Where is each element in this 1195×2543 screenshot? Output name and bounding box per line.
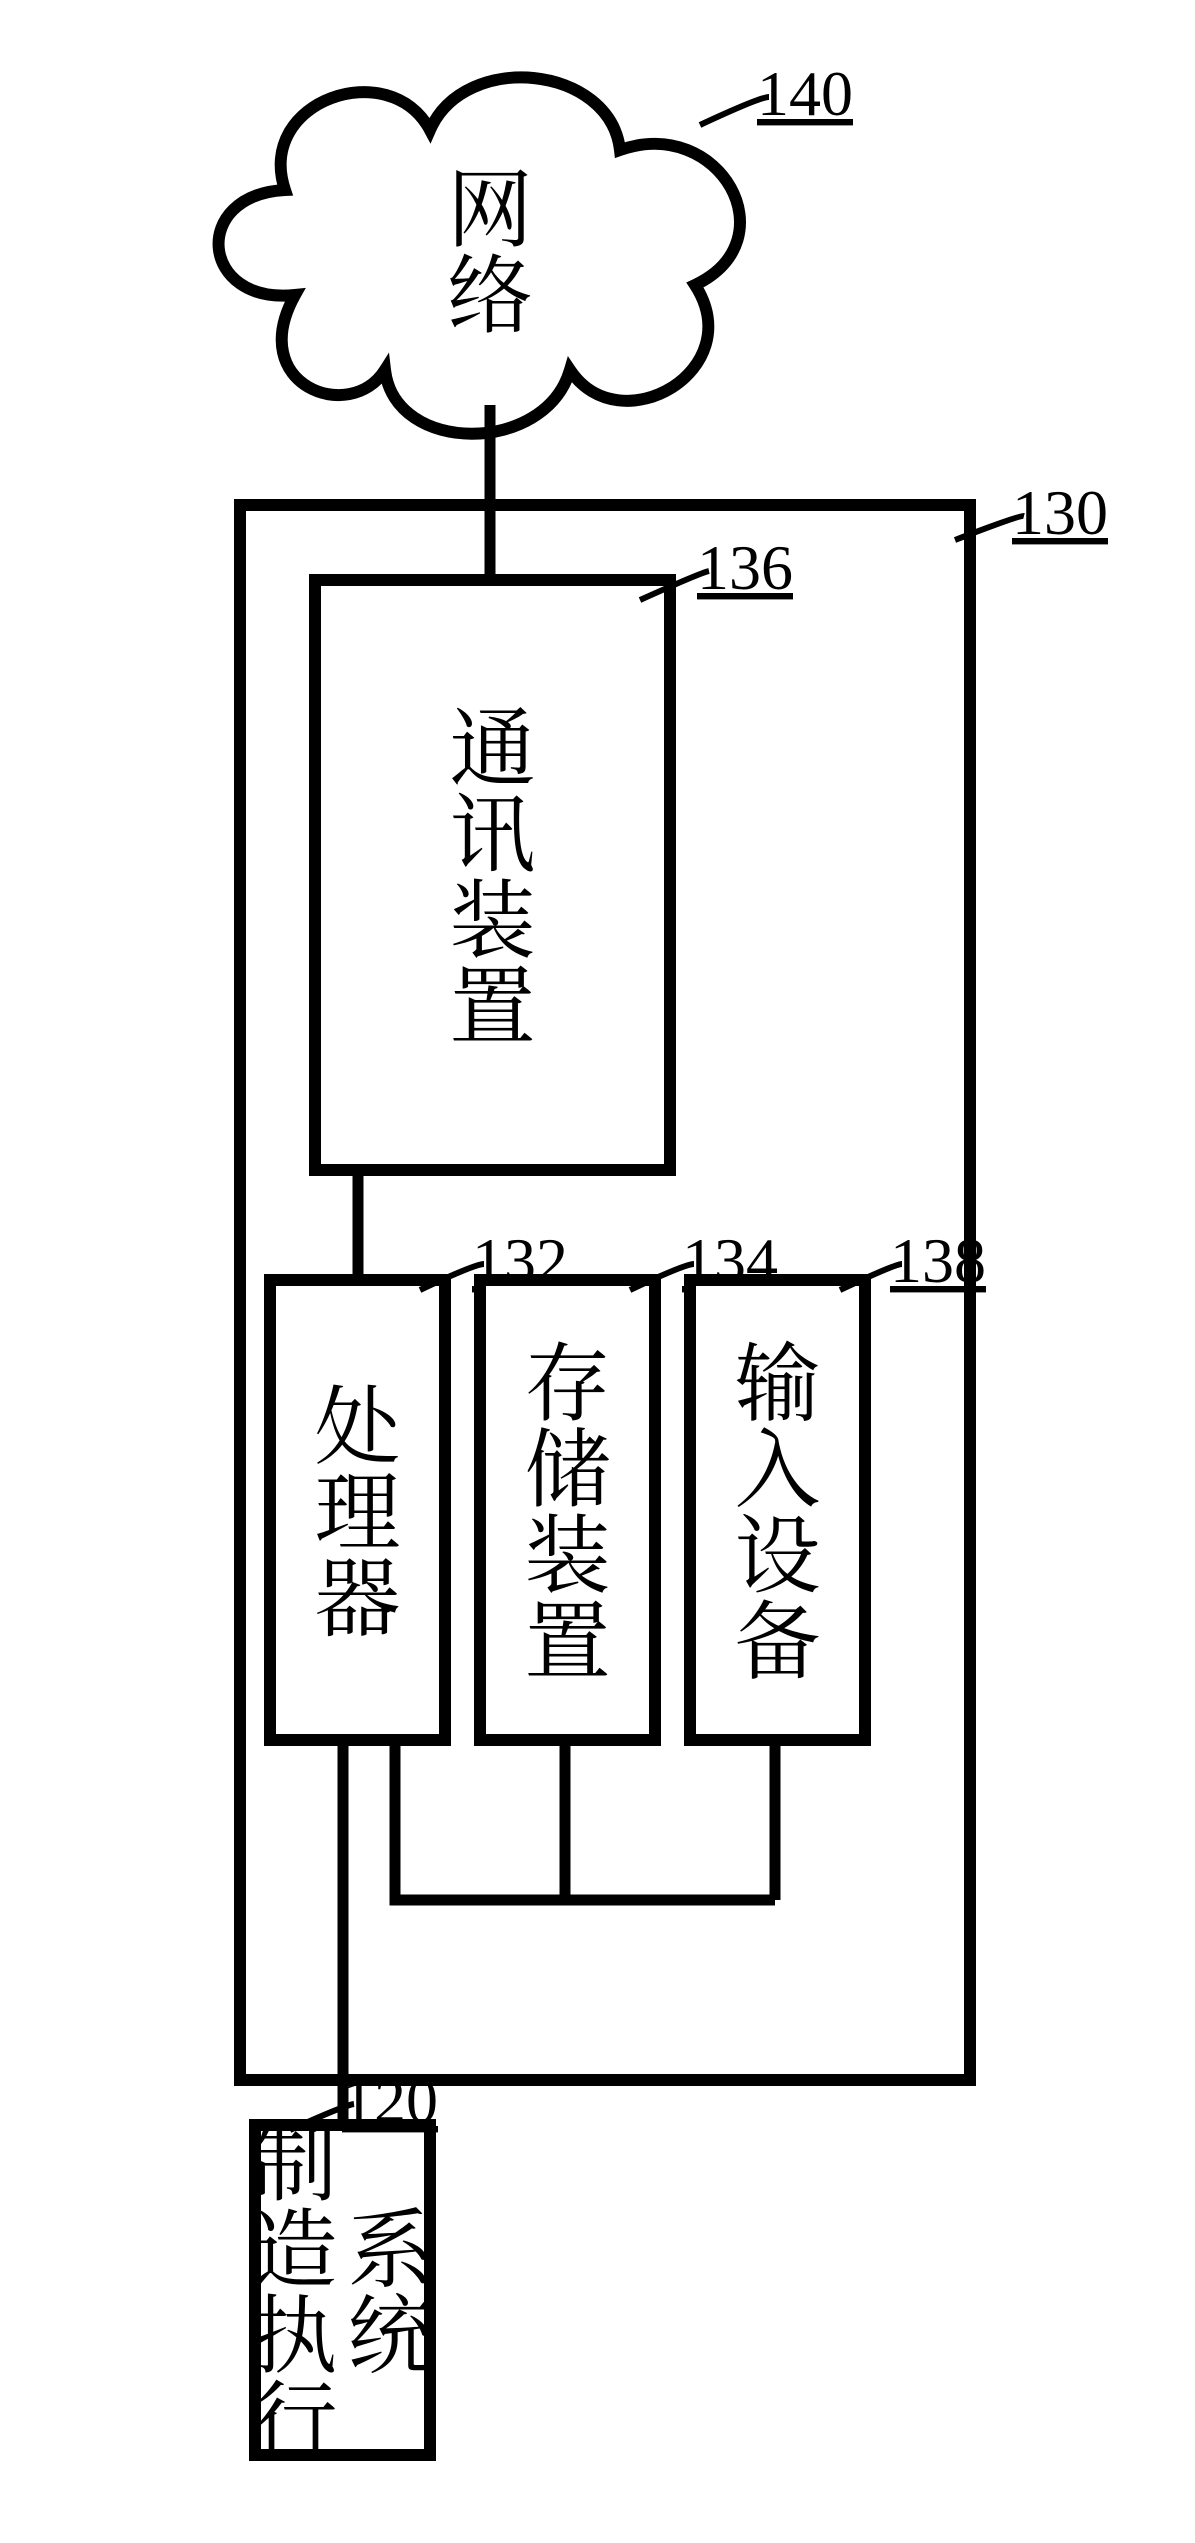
- processor-label: 处理器: [296, 1381, 420, 1639]
- mes-system-ref: 120: [342, 2065, 438, 2136]
- comm-device-label: 通讯装置: [431, 703, 555, 1047]
- comm-device-ref: 136: [697, 532, 793, 603]
- server-container-ref: 130: [1012, 477, 1108, 548]
- network-cloud-label: 网络: [428, 164, 552, 336]
- input-device-ref: 138: [890, 1225, 986, 1296]
- network-cloud-ref: 140: [757, 58, 853, 129]
- input-device-label: 输入设备: [716, 1338, 840, 1682]
- mes-system-label-2: 系统: [329, 2204, 453, 2376]
- storage-device-label: 存储装置: [506, 1338, 630, 1682]
